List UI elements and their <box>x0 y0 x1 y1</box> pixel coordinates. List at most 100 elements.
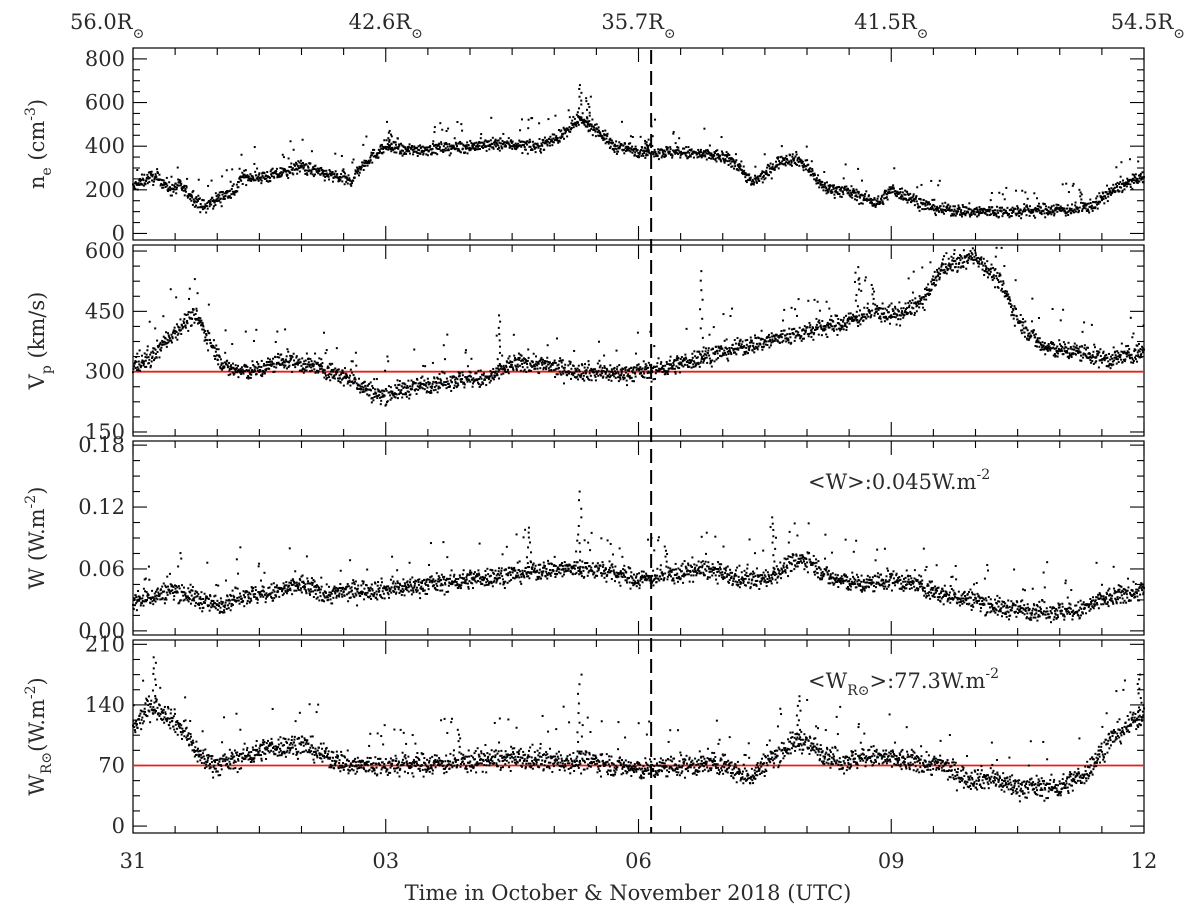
data-point <box>340 173 343 176</box>
data-point <box>372 387 375 390</box>
data-point <box>262 364 265 367</box>
data-point <box>1047 206 1050 209</box>
data-point <box>713 360 716 363</box>
data-point <box>655 365 658 368</box>
data-point <box>242 175 245 178</box>
data-point <box>282 171 285 174</box>
data-point <box>455 147 458 150</box>
data-point <box>824 182 827 185</box>
data-point <box>787 339 790 342</box>
data-point <box>235 367 238 370</box>
data-point <box>342 384 345 387</box>
data-point <box>175 330 178 333</box>
data-point <box>510 145 513 148</box>
data-point <box>256 361 259 364</box>
data-point <box>167 190 170 193</box>
data-point <box>608 140 611 143</box>
data-point <box>787 341 790 344</box>
data-point <box>617 150 620 153</box>
data-point <box>588 124 591 127</box>
data-point <box>195 201 198 204</box>
data-point <box>243 169 246 172</box>
data-point <box>613 370 616 373</box>
data-point <box>214 355 217 358</box>
data-point <box>794 308 797 311</box>
data-point <box>785 337 788 340</box>
data-point <box>913 200 916 203</box>
data-point <box>464 147 467 150</box>
data-point <box>549 144 552 147</box>
data-point <box>506 140 509 143</box>
data-point <box>702 354 705 357</box>
data-point <box>727 352 730 355</box>
data-point <box>1001 206 1004 209</box>
data-point <box>267 180 270 183</box>
data-point <box>732 159 735 162</box>
data-point <box>361 391 364 394</box>
data-point <box>400 149 403 152</box>
data-point <box>985 210 988 213</box>
data-point <box>1020 212 1023 215</box>
data-point <box>291 168 294 171</box>
data-point <box>1106 200 1109 203</box>
data-point <box>743 169 746 172</box>
data-point <box>269 360 272 363</box>
data-point <box>676 152 679 155</box>
data-point <box>397 147 400 150</box>
data-point <box>1118 190 1121 193</box>
data-point <box>771 335 774 338</box>
data-point <box>683 359 686 362</box>
data-point <box>484 139 487 142</box>
data-point <box>900 197 903 200</box>
data-point <box>265 367 268 370</box>
data-point <box>728 349 731 352</box>
data-point <box>806 326 809 329</box>
data-point <box>142 362 145 365</box>
data-point <box>181 327 184 330</box>
data-point <box>455 376 458 379</box>
data-point <box>710 153 713 156</box>
data-point <box>664 153 667 156</box>
data-point <box>320 167 323 170</box>
data-point <box>400 152 403 155</box>
data-point <box>995 213 998 216</box>
data-point <box>332 176 335 179</box>
data-point <box>313 167 316 170</box>
data-point <box>260 179 263 182</box>
data-point <box>760 177 763 180</box>
data-point <box>419 383 422 386</box>
data-point <box>890 191 893 194</box>
data-point <box>725 155 728 158</box>
data-point <box>602 375 605 378</box>
data-point <box>438 373 441 376</box>
data-point <box>303 360 306 363</box>
data-point <box>803 337 806 340</box>
data-point <box>937 267 940 270</box>
data-point <box>825 181 828 184</box>
data-point <box>316 167 319 170</box>
data-point <box>165 345 168 348</box>
data-point <box>205 334 208 337</box>
data-point <box>863 197 866 200</box>
data-point <box>523 368 526 371</box>
data-point <box>352 179 355 182</box>
data-point <box>596 131 599 134</box>
data-point <box>371 161 374 164</box>
data-point <box>216 354 219 357</box>
data-point <box>456 378 459 381</box>
data-point <box>346 182 349 185</box>
data-point <box>864 276 867 279</box>
data-point <box>778 341 781 344</box>
data-point <box>666 373 669 376</box>
data-point <box>405 393 408 396</box>
data-point <box>677 362 680 365</box>
data-point <box>769 339 772 342</box>
data-point <box>256 369 259 372</box>
data-point <box>563 369 566 372</box>
data-point <box>507 357 510 360</box>
data-point <box>1064 210 1067 213</box>
data-point <box>209 198 212 201</box>
data-point <box>451 147 454 150</box>
data-point <box>366 164 369 167</box>
data-point <box>365 389 368 392</box>
